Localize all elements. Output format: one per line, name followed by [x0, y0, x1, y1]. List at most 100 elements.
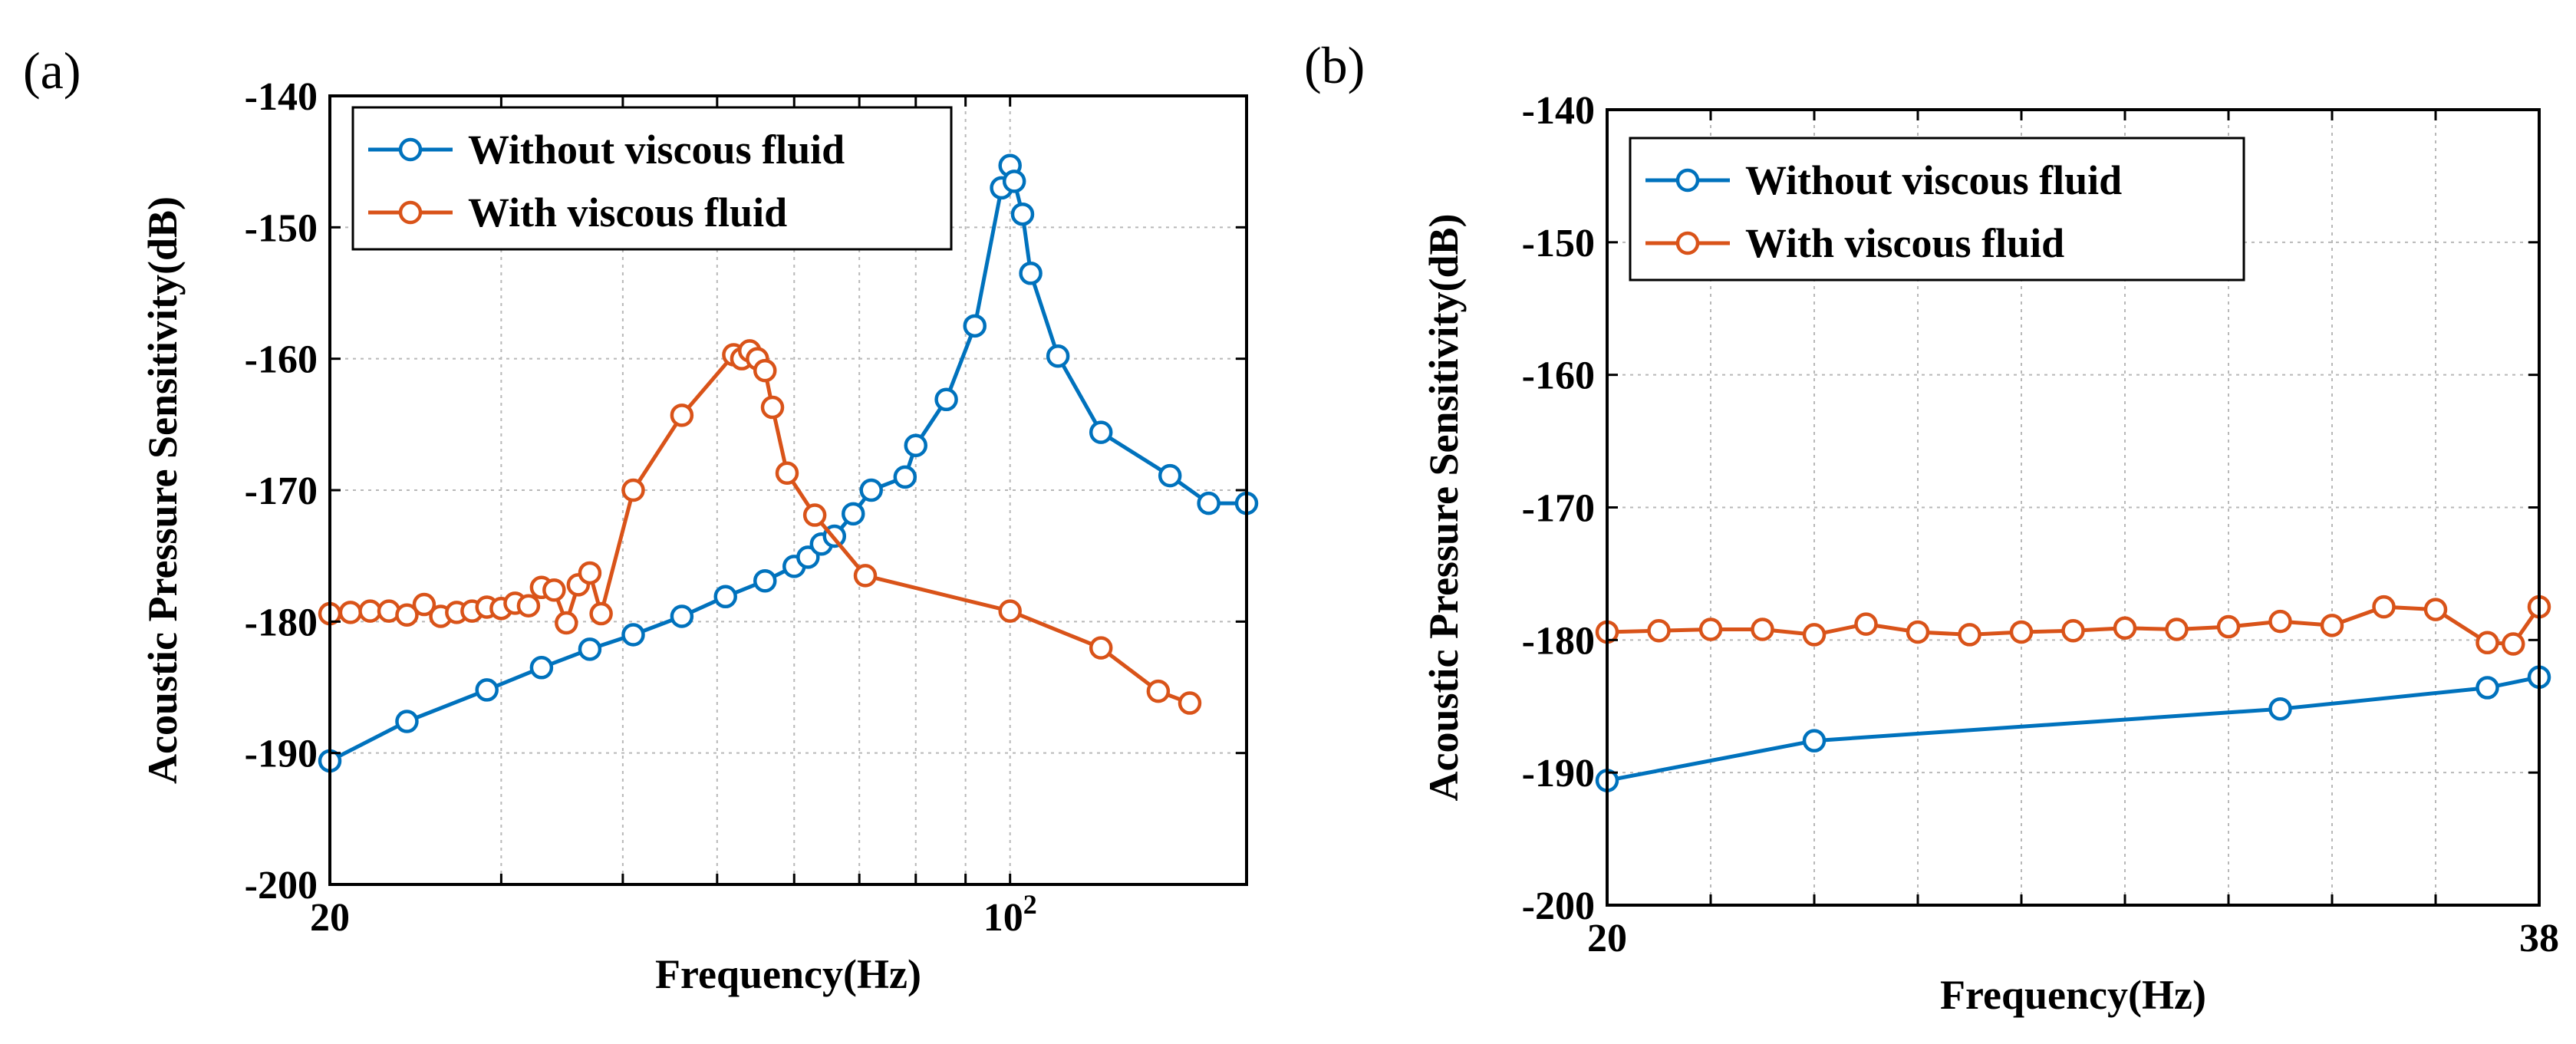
data-point	[358, 599, 382, 623]
y-tick-label: -200	[1522, 884, 1595, 928]
data-point	[1146, 679, 1171, 703]
data-point	[893, 465, 917, 489]
data-point	[670, 403, 694, 427]
data-point	[1698, 618, 1723, 641]
data-point	[753, 358, 777, 383]
data-point	[2476, 676, 2499, 700]
data-point	[555, 611, 578, 635]
data-point	[412, 592, 436, 617]
x-axis-title: Frequency(Hz)	[655, 951, 921, 997]
data-point	[2165, 618, 2189, 641]
data-point	[475, 678, 499, 702]
y-tick-label: -140	[1522, 89, 1595, 133]
ticks	[328, 94, 1247, 886]
y-tick-label: -150	[245, 206, 318, 250]
y-tick-label: -160	[245, 338, 318, 382]
panel-label: (b)	[1304, 36, 1365, 94]
data-point	[760, 395, 785, 420]
data-point	[2268, 609, 2292, 634]
data-point	[1002, 170, 1026, 193]
data-point	[859, 478, 883, 502]
y-tick-label: -150	[1522, 222, 1595, 265]
data-point	[753, 568, 777, 593]
data-point	[1178, 691, 1202, 715]
data-point	[621, 623, 645, 647]
data-point	[1802, 729, 1827, 753]
data-point	[2113, 616, 2137, 641]
data-point	[1019, 262, 1043, 285]
legend-marker	[398, 137, 423, 162]
legend-box	[351, 106, 953, 251]
data-point	[1854, 612, 1878, 636]
legend-marker	[398, 200, 423, 225]
data-point	[2216, 614, 2241, 639]
data-point	[796, 545, 820, 569]
data-point	[2320, 614, 2344, 637]
data-point	[1751, 618, 1774, 641]
data-point	[542, 578, 566, 602]
x-tick-label-exponent: 2	[1023, 889, 1037, 920]
legend-label: Without viscous fluid	[468, 127, 845, 173]
y-tick-label: -180	[245, 601, 318, 644]
data-point	[1046, 344, 1070, 368]
data-point	[934, 387, 958, 412]
data-point	[1010, 202, 1035, 226]
y-tick-label: -190	[245, 733, 318, 776]
y-tick-label: -200	[245, 864, 318, 907]
data-point	[1089, 420, 1113, 444]
legend: Without viscous fluid With viscous fluid	[1629, 137, 2245, 282]
data-point	[1958, 623, 1981, 647]
data-point	[998, 599, 1022, 623]
legend-label: With viscous fluid	[1745, 220, 2064, 266]
legend-marker	[1675, 168, 1700, 193]
legend-label: Without viscous fluid	[1745, 157, 2122, 203]
data-point	[963, 314, 987, 338]
data-point	[2476, 631, 2499, 655]
x-axis-title: Frequency(Hz)	[1940, 972, 2206, 1018]
data-point	[2502, 632, 2525, 656]
x-tick-label: 20	[1587, 917, 1627, 960]
data-point	[1158, 463, 1182, 488]
data-point	[338, 601, 363, 624]
data-point	[516, 594, 541, 618]
data-point	[621, 478, 645, 502]
data-point	[529, 656, 554, 680]
data-point	[775, 461, 799, 485]
legend: Without viscous fluid With viscous fluid	[351, 106, 953, 251]
x-tick-label-text: 20	[310, 896, 350, 940]
data-point	[904, 433, 928, 457]
y-tick-label: -140	[245, 75, 318, 119]
legend-box	[1629, 137, 2245, 282]
data-point	[2061, 618, 2085, 643]
data-point	[578, 561, 602, 585]
y-tick-label: -170	[1522, 487, 1595, 531]
data-point	[1089, 636, 1113, 660]
data-point	[853, 564, 878, 588]
y-axis-title: Acoustic Pressure Sensitivity(dB)	[140, 196, 186, 784]
data-point	[1647, 618, 1671, 643]
x-tick-label: 102	[983, 889, 1037, 940]
data-point	[842, 502, 865, 526]
ticks	[1606, 108, 2541, 907]
panel-label: (a)	[23, 41, 81, 100]
data-point	[1802, 623, 1827, 647]
x-tick-label-text: 10	[983, 896, 1023, 940]
data-point	[2423, 598, 2448, 621]
legend-label: With viscous fluid	[468, 189, 787, 235]
data-point	[395, 603, 419, 627]
series-with-viscous-fluid	[1595, 594, 2551, 656]
x-tick-label-text: 38	[2519, 917, 2559, 960]
data-point	[589, 601, 613, 626]
legend-marker	[1675, 231, 1700, 255]
y-tick-label: -180	[1522, 619, 1595, 663]
y-tick-label: -170	[245, 469, 318, 513]
y-tick-label: -190	[1522, 752, 1595, 795]
data-point	[1197, 491, 1220, 515]
series-with-viscous-fluid	[318, 339, 1202, 715]
x-tick-label: 20	[310, 896, 350, 940]
x-tick-label-text: 20	[1587, 917, 1627, 960]
data-point	[2372, 594, 2396, 619]
y-axis-title: Acoustic Pressure Sensitivity(dB)	[1421, 214, 1467, 802]
